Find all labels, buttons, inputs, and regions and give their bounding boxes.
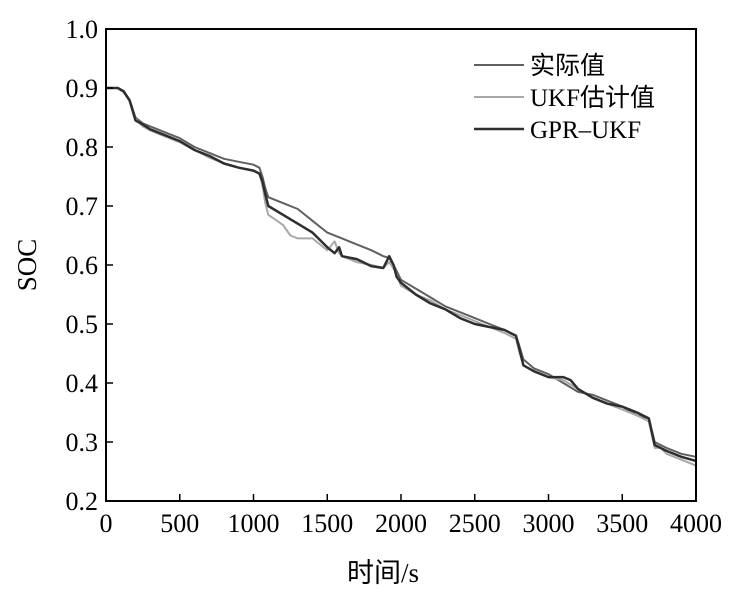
y-tick-label: 0.7 bbox=[66, 192, 99, 221]
legend-label-ukf: UKF估计值 bbox=[530, 84, 655, 112]
x-axis-title: 时间/s bbox=[347, 558, 419, 588]
legend: 实际值 UKF估计值 GPR–UKF bbox=[474, 52, 655, 144]
series-layer bbox=[106, 86, 697, 467]
y-tick-label: 0.2 bbox=[66, 487, 99, 516]
x-tick-label: 1500 bbox=[301, 509, 353, 538]
x-tick-label: 1000 bbox=[228, 509, 280, 538]
x-tick-label: 3000 bbox=[523, 509, 575, 538]
series-line-ukf bbox=[106, 87, 697, 467]
legend-label-actual: 实际值 bbox=[530, 52, 605, 80]
y-tick-label: 0.3 bbox=[66, 428, 99, 457]
y-tick-label: 0.4 bbox=[66, 369, 99, 398]
y-tick-label: 1.0 bbox=[66, 15, 99, 44]
y-tick-label: 0.5 bbox=[66, 310, 99, 339]
y-tick-label: 0.9 bbox=[66, 74, 99, 103]
y-tick-label: 0.8 bbox=[66, 133, 99, 162]
x-tick-label: 2000 bbox=[375, 509, 427, 538]
tick-layer: 0 500 1000 1500 2000 2500 3000 3500 4000 0.2 0.3 0.… bbox=[66, 15, 723, 538]
x-tick-label: 0 bbox=[100, 509, 113, 538]
x-tick-label: 3500 bbox=[596, 509, 648, 538]
y-tick-label: 0.6 bbox=[66, 251, 99, 280]
x-tick-label: 500 bbox=[160, 509, 199, 538]
x-tick-label: 4000 bbox=[670, 509, 722, 538]
y-axis-title: SOC bbox=[12, 239, 42, 292]
legend-label-gpr-ukf: GPR–UKF bbox=[530, 117, 641, 144]
x-tick-label: 2500 bbox=[449, 509, 501, 538]
series-line-gpr-ukf bbox=[106, 86, 697, 463]
